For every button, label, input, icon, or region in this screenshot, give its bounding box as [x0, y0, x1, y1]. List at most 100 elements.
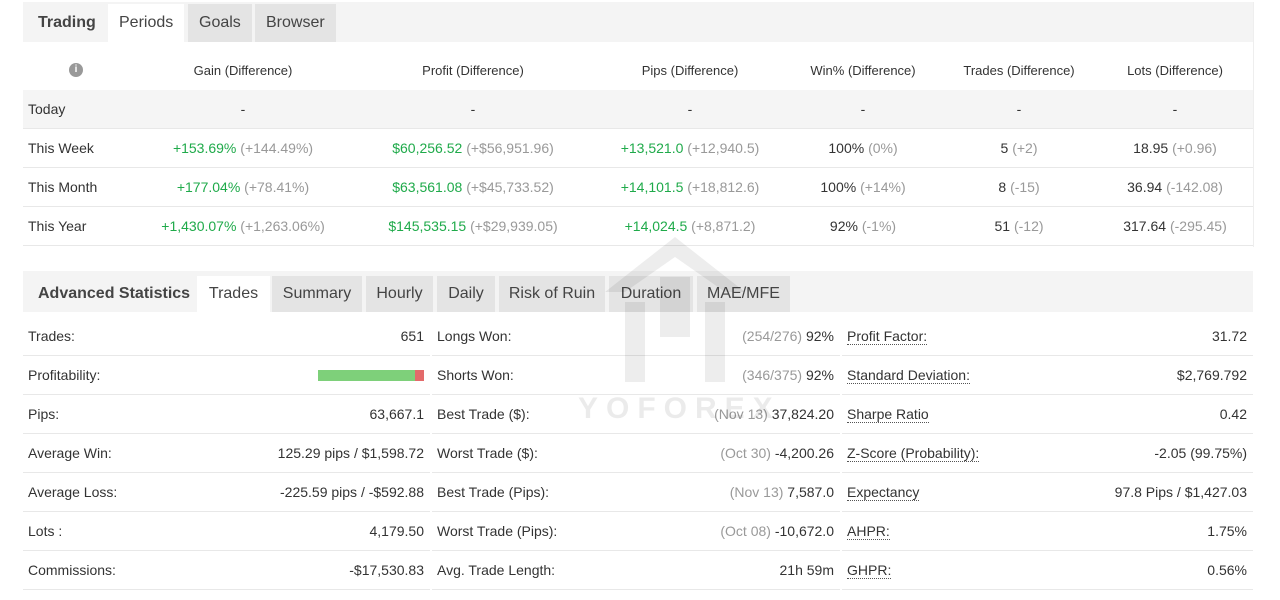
label: GHPR:	[847, 562, 892, 579]
tab: Trading	[38, 14, 96, 31]
value: 4,179.50	[369, 523, 425, 539]
value: 36.94	[1127, 179, 1163, 195]
stat-row: Average Win: 125.29 pips / $1,598.72	[23, 434, 430, 473]
stat-label: Worst Trade ($):	[437, 434, 538, 472]
value: 92%	[805, 367, 834, 383]
value: -	[1172, 101, 1178, 117]
cell: $63,561.08 (+$45,733.52)	[392, 168, 554, 206]
stat-label: Worst Trade (Pips):	[437, 512, 557, 550]
stat-value: -225.59 pips / -$592.88	[280, 473, 424, 511]
label: Profitability:	[28, 367, 101, 383]
info-icon: i	[69, 63, 83, 77]
value: $60,256.52	[392, 140, 463, 156]
value: +13,521.0	[620, 140, 684, 156]
value: 100%	[828, 140, 865, 156]
stat-row: Trades: 651	[23, 317, 430, 356]
cell: 92% (-1%)	[830, 207, 896, 245]
column-header: Lots (Difference)	[1127, 63, 1223, 78]
value: $63,561.08	[392, 179, 463, 195]
cell: -	[471, 90, 476, 128]
label: Best Trade ($):	[437, 406, 530, 422]
stat-value: -$17,530.83	[349, 551, 424, 589]
stat-row: Best Trade ($): (Nov 13) 37,824.20	[432, 395, 840, 434]
label: Sharpe Ratio	[847, 406, 929, 423]
stat-value: 651	[401, 317, 424, 355]
stat-label: Lots :	[28, 512, 62, 550]
cell: 8 (-15)	[998, 168, 1039, 206]
row-label: This Year	[28, 218, 87, 234]
tab[interactable]: Summary	[272, 276, 362, 312]
cell: 5 (+2)	[1001, 129, 1038, 167]
stat-row: Commissions: -$17,530.83	[23, 551, 430, 590]
difference: (+0.96)	[1172, 140, 1217, 156]
cell: +13,521.0 (+12,940.5)	[621, 129, 760, 167]
label: Pips:	[28, 406, 60, 422]
column-header: Pips (Difference)	[641, 63, 739, 78]
tab[interactable]: Duration	[609, 276, 693, 312]
stat-row: Pips: 63,667.1	[23, 395, 430, 434]
difference: (+144.49%)	[240, 140, 314, 156]
stat-row: Profitability:	[23, 356, 430, 395]
difference: (-1%)	[861, 218, 897, 234]
tab[interactable]: Hourly	[366, 276, 433, 312]
periods-panel: Trading Periods Goals Browser i Gain (Differe…	[23, 2, 1254, 247]
stat-value: 4,179.50	[370, 512, 425, 550]
table-row: This Month +177.04% (+78.41%) $63,561.08 (…	[23, 168, 1253, 207]
stat-label: Standard Deviation:	[847, 356, 970, 394]
row-label: This Week	[28, 140, 94, 156]
stat-row: Worst Trade ($): (Oct 30) -4,200.26	[432, 434, 840, 473]
difference: (+$45,733.52)	[466, 179, 554, 195]
cell: 18.95 (+0.96)	[1133, 129, 1217, 167]
column-header: Trades (Difference)	[963, 63, 1075, 78]
row-label: Today	[28, 101, 66, 117]
value: -	[1016, 101, 1022, 117]
tab[interactable]: Trades	[197, 276, 270, 312]
stat-row: Profit Factor: 31.72	[842, 317, 1253, 356]
stat-value: $2,769.792	[1177, 356, 1247, 394]
value: 97.8 Pips / $1,427.03	[1114, 484, 1247, 500]
stat-label: Average Loss:	[28, 473, 117, 511]
value: 31.72	[1211, 328, 1247, 344]
difference: (+1,263.06%)	[240, 218, 325, 234]
cell: -	[241, 90, 246, 128]
tab[interactable]: Daily	[437, 276, 495, 312]
stat-row: Lots : 4,179.50	[23, 512, 430, 551]
label: Commissions:	[28, 562, 116, 578]
statistics-panel: Advanced Statistics Trades Summary Hourly Da…	[23, 271, 1253, 591]
tab[interactable]: Goals	[188, 4, 252, 42]
stat-label: Average Win:	[28, 434, 112, 472]
label: Lots :	[28, 523, 63, 539]
value: $2,769.792	[1176, 367, 1247, 383]
stat-label: Trades:	[28, 317, 75, 355]
stat-value: (346/375) 92%	[742, 356, 834, 394]
value: -	[687, 101, 693, 117]
difference: (0%)	[868, 140, 898, 156]
tab[interactable]: Risk of Ruin	[499, 276, 605, 312]
difference: (-295.45)	[1169, 218, 1227, 234]
value: 8	[998, 179, 1007, 195]
tab[interactable]: MAE/MFE	[697, 276, 790, 312]
column-header: Gain (Difference)	[193, 63, 293, 78]
value: 92%	[805, 328, 834, 344]
stat-value: 63,667.1	[370, 395, 425, 433]
stat-label: Z-Score (Probability):	[847, 434, 980, 472]
tab[interactable]: Browser	[255, 4, 336, 42]
watermark: YOFOREX	[578, 392, 781, 425]
value: -10,672.0	[774, 523, 834, 539]
stat-label: Shorts Won:	[437, 356, 514, 394]
stat-label: AHPR:	[847, 512, 890, 550]
stat-value: 21h 59m	[780, 551, 834, 589]
tab[interactable]: Periods	[108, 4, 185, 42]
cell: +1,430.07% (+1,263.06%)	[161, 207, 324, 245]
value: 63,667.1	[369, 406, 425, 422]
value: -4,200.26	[774, 445, 834, 461]
difference: (+8,871.2)	[691, 218, 756, 234]
stat-row: Expectancy 97.8 Pips / $1,427.03	[842, 473, 1253, 512]
difference: (+12,940.5)	[687, 140, 760, 156]
value: +1,430.07%	[161, 218, 237, 234]
value: +14,024.5	[624, 218, 688, 234]
note: (Oct 30)	[720, 445, 771, 461]
stat-label: Best Trade ($):	[437, 395, 530, 433]
cell: 100% (0%)	[828, 129, 897, 167]
label: Worst Trade (Pips):	[437, 523, 558, 539]
